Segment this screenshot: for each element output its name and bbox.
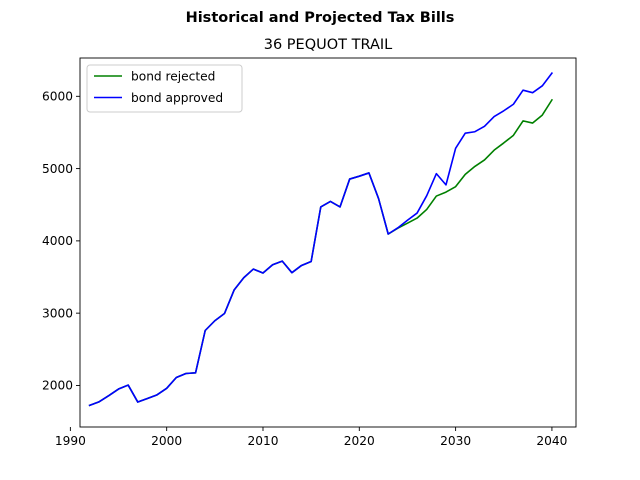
legend-label-bond-approved: bond approved <box>131 91 223 105</box>
y-tick-label: 4000 <box>42 234 73 248</box>
chart-suptitle: Historical and Projected Tax Bills <box>186 10 455 26</box>
legend-box <box>86 64 243 113</box>
x-tick-label: 2010 <box>247 434 278 448</box>
axes-frame <box>79 57 577 428</box>
legend-label-bond-rejected: bond rejected <box>131 69 215 83</box>
y-tick-label: 5000 <box>42 162 73 176</box>
y-tick-label: 3000 <box>42 306 73 320</box>
plot-area: 1990 2000 2010 2020 2030 2040 2000 3000 4000 5000… <box>42 57 577 448</box>
y-tick-label: 6000 <box>42 90 73 104</box>
y-tick-label: 2000 <box>42 379 73 393</box>
series-line-bond-rejected <box>88 98 554 407</box>
x-tick-label: 2020 <box>344 434 375 448</box>
series-line-bond-approved <box>88 72 554 407</box>
x-tick-label: 1990 <box>55 434 86 448</box>
x-tick-label: 2040 <box>536 434 567 448</box>
x-tick-label: 2030 <box>440 434 471 448</box>
chart-title: 36 PEQUOT TRAIL <box>264 37 393 53</box>
x-tick-label: 2000 <box>151 434 182 448</box>
